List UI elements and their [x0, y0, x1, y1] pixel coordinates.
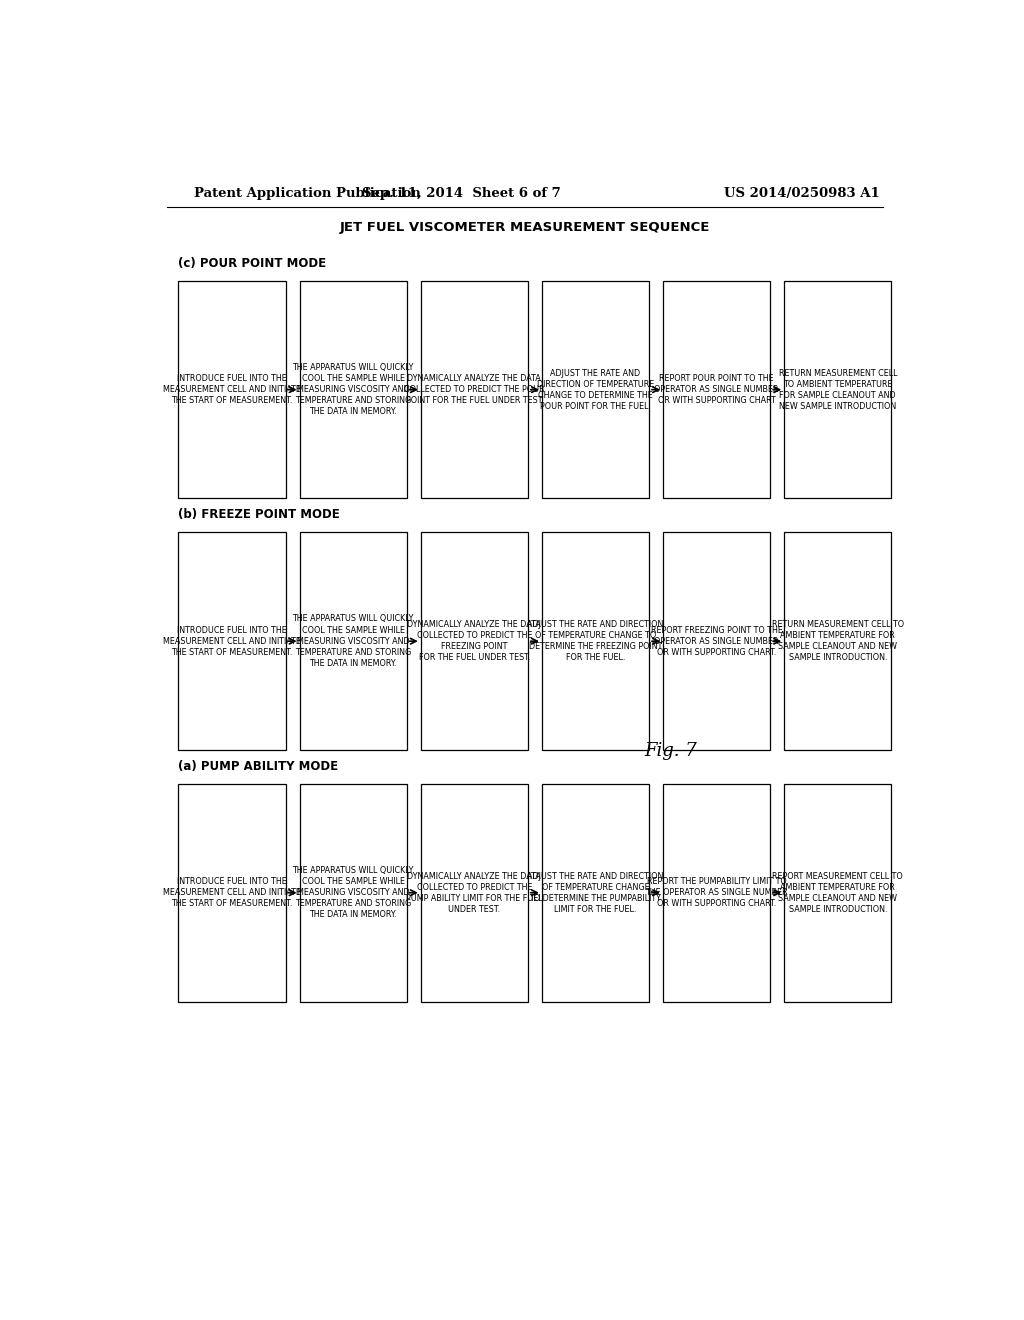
Bar [784, 532, 891, 750]
Text: Patent Application Publication: Patent Application Publication [194, 186, 421, 199]
Text: INTRODUCE FUEL INTO THE
MEASUREMENT CELL AND INITIATE
THE START OF MEASUREMENT.: INTRODUCE FUEL INTO THE MEASUREMENT CELL… [163, 626, 301, 657]
Text: (c) POUR POINT MODE: (c) POUR POINT MODE [178, 256, 327, 269]
Text: Fig. 7: Fig. 7 [644, 742, 697, 760]
Text: Sep. 11, 2014  Sheet 6 of 7: Sep. 11, 2014 Sheet 6 of 7 [361, 186, 560, 199]
Text: ADJUST THE RATE AND DIRECTION
OF TEMPERATURE CHANGE
TO DETERMINE THE PUMPABILITY: ADJUST THE RATE AND DIRECTION OF TEMPERA… [527, 871, 664, 913]
Bar [300, 532, 407, 750]
Bar [663, 784, 770, 1002]
Text: INTRODUCE FUEL INTO THE
MEASUREMENT CELL AND INITIATE
THE START OF MEASUREMENT.: INTRODUCE FUEL INTO THE MEASUREMENT CELL… [163, 374, 301, 405]
Bar [178, 784, 286, 1002]
Bar [542, 532, 649, 750]
Bar [178, 281, 286, 499]
Text: RETURN MEASUREMENT CELL TO
AMBIENT TEMPERATURE FOR
SAMPLE CLEANOUT AND NEW
SAMPL: RETURN MEASUREMENT CELL TO AMBIENT TEMPE… [772, 620, 904, 663]
Text: REPORT FREEZING POINT TO THE
OPERATOR AS SINGLE NUMBER
OR WITH SUPPORTING CHART.: REPORT FREEZING POINT TO THE OPERATOR AS… [650, 626, 782, 657]
Bar [663, 281, 770, 499]
Text: REPORT POUR POINT TO THE
OPERATOR AS SINGLE NUMBER
OR WITH SUPPORTING CHART: REPORT POUR POINT TO THE OPERATOR AS SIN… [654, 374, 779, 405]
Text: (a) PUMP ABILITY MODE: (a) PUMP ABILITY MODE [178, 760, 339, 772]
Text: THE APPARATUS WILL QUICKLY
COOL THE SAMPLE WHILE
MEASURING VISCOSITY AND
TEMPERA: THE APPARATUS WILL QUICKLY COOL THE SAMP… [293, 615, 414, 668]
Text: REPORT MEASUREMENT CELL TO
AMBIENT TEMPERATURE FOR
SAMPLE CLEANOUT AND NEW
SAMPL: REPORT MEASUREMENT CELL TO AMBIENT TEMPE… [772, 871, 903, 913]
Text: REPORT THE PUMPABILITY LIMIT TO
THE OPERATOR AS SINGLE NUMBER
OR WITH SUPPORTING: REPORT THE PUMPABILITY LIMIT TO THE OPER… [645, 876, 787, 908]
Bar [300, 784, 407, 1002]
Bar [784, 784, 891, 1002]
Text: JET FUEL VISCOMETER MEASUREMENT SEQUENCE: JET FUEL VISCOMETER MEASUREMENT SEQUENCE [340, 222, 710, 234]
Text: (b) FREEZE POINT MODE: (b) FREEZE POINT MODE [178, 508, 340, 521]
Text: DYNAMICALLY ANALYZE THE DATA
COLLECTED TO PREDICT THE POUR
POINT FOR THE FUEL UN: DYNAMICALLY ANALYZE THE DATA COLLECTED T… [404, 374, 545, 405]
Text: DYNAMICALLY ANALYZE THE DATA
COLLECTED TO PREDICT THE
PUMP ABILITY LIMIT FOR THE: DYNAMICALLY ANALYZE THE DATA COLLECTED T… [406, 871, 543, 913]
Text: THE APPARATUS WILL QUICKLY
COOL THE SAMPLE WHILE
MEASURING VISCOSITY AND
TEMPERA: THE APPARATUS WILL QUICKLY COOL THE SAMP… [293, 866, 414, 920]
Bar [421, 784, 528, 1002]
Text: ADJUST THE RATE AND DIRECTION
OF TEMPERATURE CHANGE TO
DETERMINE THE FREEZING PO: ADJUST THE RATE AND DIRECTION OF TEMPERA… [527, 620, 664, 663]
Bar [300, 281, 407, 499]
Bar [542, 784, 649, 1002]
Bar [784, 281, 891, 499]
Text: ADJUST THE RATE AND
DIRECTION OF TEMPERATURE
CHANGE TO DETERMINE THE
POUR POINT : ADJUST THE RATE AND DIRECTION OF TEMPERA… [537, 368, 654, 411]
Bar [421, 281, 528, 499]
Bar [178, 532, 286, 750]
Text: DYNAMICALLY ANALYZE THE DATA
COLLECTED TO PREDICT THE
FREEZING POINT
FOR THE FUE: DYNAMICALLY ANALYZE THE DATA COLLECTED T… [408, 620, 541, 663]
Text: US 2014/0250983 A1: US 2014/0250983 A1 [724, 186, 880, 199]
Text: RETURN MEASUREMENT CELL
TO AMBIENT TEMPERATURE
FOR SAMPLE CLEANOUT AND
NEW SAMPL: RETURN MEASUREMENT CELL TO AMBIENT TEMPE… [778, 368, 897, 411]
Bar [663, 532, 770, 750]
Text: INTRODUCE FUEL INTO THE
MEASUREMENT CELL AND INITIATE
THE START OF MEASUREMENT.: INTRODUCE FUEL INTO THE MEASUREMENT CELL… [163, 876, 301, 908]
Bar [421, 532, 528, 750]
Text: THE APPARATUS WILL QUICKLY
COOL THE SAMPLE WHILE
MEASURING VISCOSITY AND
TEMPERA: THE APPARATUS WILL QUICKLY COOL THE SAMP… [293, 363, 414, 416]
Bar [542, 281, 649, 499]
